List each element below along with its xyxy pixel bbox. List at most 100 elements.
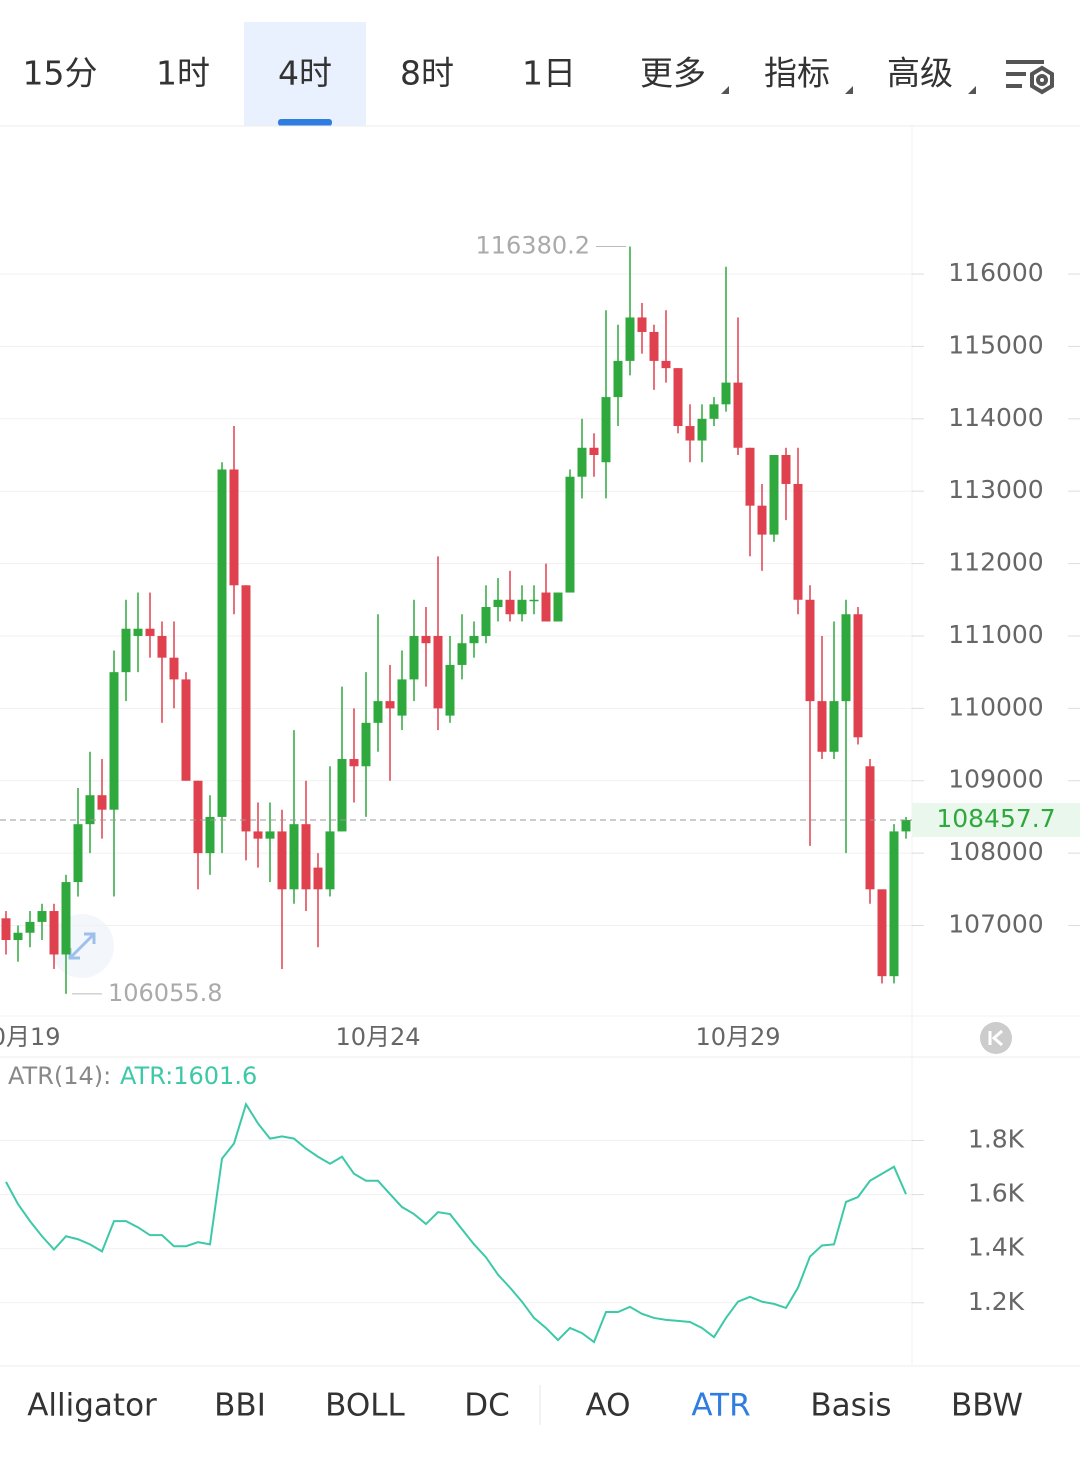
candle-body [565, 476, 575, 593]
candle-body [553, 592, 563, 622]
candle-body [361, 722, 371, 767]
candle-body [169, 657, 179, 680]
y-tick-label: 1.6K [968, 1179, 1025, 1208]
tab[interactable]: 指标 [764, 54, 830, 93]
candle-body [805, 599, 815, 702]
candle-body [733, 382, 743, 448]
candle-body [901, 819, 911, 832]
candle-body [217, 469, 227, 817]
candle-body [157, 635, 167, 658]
candle-body [589, 447, 599, 455]
indicator-tab[interactable]: Basis [810, 1388, 891, 1424]
max-price-label: 116380.2 [475, 232, 590, 260]
tab[interactable]: 更多 [640, 54, 706, 93]
active-tab-bg [244, 22, 366, 126]
candle-body [49, 911, 59, 955]
candle-body [613, 360, 623, 398]
dropdown-caret [968, 86, 976, 94]
candle-body [709, 404, 719, 419]
candle-body [841, 614, 851, 702]
candle-body [229, 469, 239, 586]
y-tick-label: 1.2K [968, 1287, 1025, 1316]
candle-body [61, 882, 71, 955]
dropdown-caret [845, 86, 853, 94]
candle-body [889, 831, 899, 977]
candle-body [697, 418, 707, 441]
indicator-tab[interactable]: BOLL [325, 1388, 405, 1424]
candle-body [577, 447, 587, 477]
y-tick-label: 116000 [948, 258, 1043, 287]
candle-body [541, 592, 551, 622]
y-tick-label: 1.8K [968, 1124, 1025, 1153]
candle-body [865, 766, 875, 890]
last-price-box [912, 802, 1080, 837]
candle-body [685, 426, 695, 441]
tab[interactable]: 1日 [522, 54, 576, 93]
y-tick-label: 108000 [948, 837, 1043, 866]
candle-body [745, 447, 755, 506]
x-tick-label: 10月19 [0, 1023, 61, 1051]
candle-body [457, 643, 467, 665]
tab[interactable]: 15分 [23, 54, 98, 93]
indicator-value: ATR:1601.6 [120, 1062, 257, 1090]
candle-body [109, 672, 119, 810]
candle-body [505, 599, 515, 615]
y-tick-label: 114000 [948, 403, 1043, 432]
candle-body [853, 614, 863, 738]
indicator-tab[interactable]: BBI [214, 1388, 266, 1424]
tab[interactable]: 8时 [400, 54, 454, 93]
candle-body [481, 607, 491, 636]
candle-body [625, 317, 635, 361]
candle-body [877, 889, 887, 977]
candle-body [793, 483, 803, 600]
candle-body [37, 911, 47, 922]
candle-body [649, 331, 659, 361]
indicator-tab[interactable]: AO [585, 1388, 630, 1424]
candle-body [289, 824, 299, 890]
candle-body [277, 831, 287, 890]
candle-body [469, 635, 479, 644]
candle-body [13, 932, 23, 940]
candle-body [433, 635, 443, 709]
candle-body [721, 382, 731, 405]
candle-body [529, 599, 539, 602]
candle-body [517, 599, 527, 615]
candle-body [445, 664, 455, 716]
candle-body [133, 628, 143, 636]
candle-body [121, 628, 131, 673]
indicator-tab[interactable]: BBW [951, 1388, 1023, 1424]
candle-body [637, 317, 647, 332]
indicator-tab[interactable]: DC [464, 1388, 510, 1424]
candle-body [145, 628, 155, 636]
candle-body [241, 585, 251, 832]
tab[interactable]: 1时 [156, 54, 210, 93]
candle-body [181, 679, 191, 781]
candle-body [301, 824, 311, 890]
candle-body [313, 867, 323, 890]
indicator-tab[interactable]: Alligator [27, 1388, 157, 1424]
candle-body [325, 831, 335, 890]
candle-body [193, 780, 203, 854]
candle-body [253, 831, 263, 839]
tab[interactable]: 4时 [278, 54, 332, 93]
atr-line [5, 1101, 907, 1344]
candle-body [385, 701, 395, 709]
candle-body [409, 635, 419, 680]
active-tab-underline [278, 119, 332, 126]
y-tick-label: 110000 [948, 692, 1043, 721]
candle-body [373, 701, 383, 723]
candle-body [25, 921, 35, 933]
candle-body [769, 454, 779, 535]
indicator-tab[interactable]: ATR [691, 1388, 750, 1424]
candle-body [673, 368, 683, 427]
y-tick-label: 112000 [948, 548, 1043, 577]
settings-icon[interactable] [1006, 60, 1054, 95]
candle-body [757, 505, 767, 535]
y-tick-label: 107000 [948, 910, 1043, 939]
min-price-label: 106055.8 [108, 979, 223, 1007]
reset-icon [988, 1029, 1003, 1047]
tab[interactable]: 高级 [887, 54, 953, 93]
candle-body [337, 759, 347, 832]
